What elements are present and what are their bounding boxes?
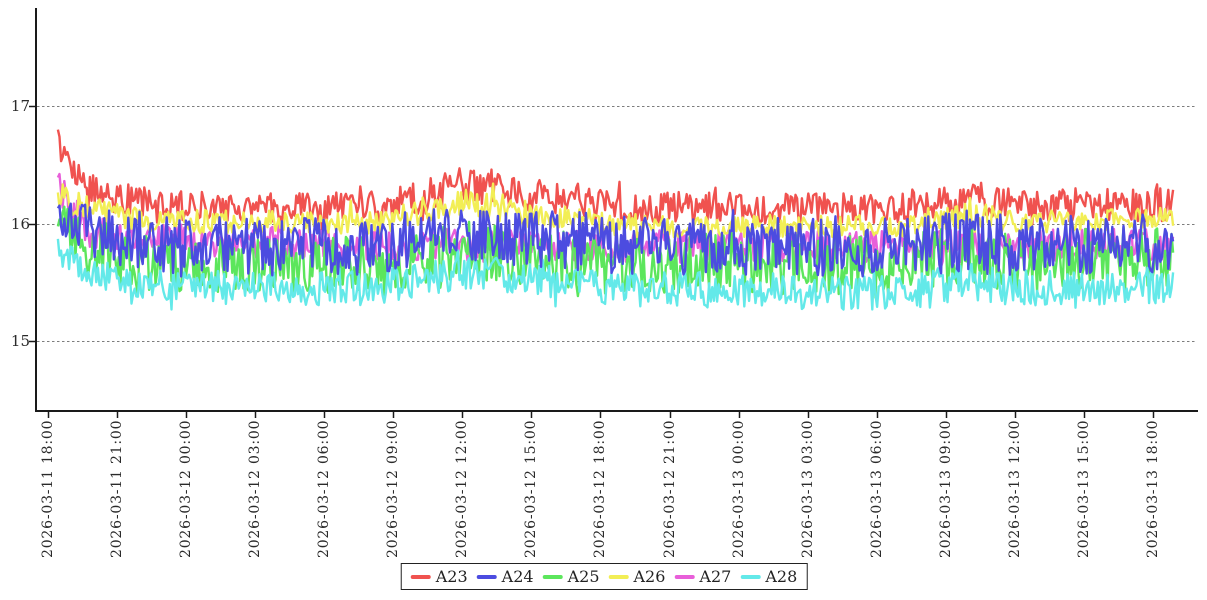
x-tick-label: 2026-03-13 06:00 (869, 419, 885, 558)
x-tick-label: 2026-03-12 00:00 (178, 419, 194, 558)
legend-label-a28: A28 (765, 567, 798, 586)
x-tick-label: 2026-03-11 21:00 (109, 419, 125, 558)
legend-swatch-a25 (542, 574, 563, 579)
x-tick-label: 2026-03-12 15:00 (523, 419, 539, 558)
x-tick-label: 2026-03-13 03:00 (800, 419, 816, 558)
x-tick-label: 2026-03-12 12:00 (454, 419, 470, 558)
x-tick-label: 2026-03-12 18:00 (592, 419, 608, 558)
x-tick-label: 2026-03-12 09:00 (385, 419, 401, 558)
legend-item-a23: A23 (410, 567, 468, 586)
legend-swatch-a24 (476, 574, 497, 579)
x-tick-label: 2026-03-12 06:00 (316, 419, 332, 558)
y-tick-label: 16 (10, 215, 30, 233)
legend-item-a25: A25 (542, 567, 600, 586)
x-tick-label: 2026-03-12 03:00 (247, 419, 263, 558)
legend-label-a27: A27 (699, 567, 732, 586)
legend-label-a23: A23 (435, 567, 468, 586)
x-tick-label: 2026-03-13 09:00 (938, 419, 954, 558)
y-tick-label: 15 (10, 332, 30, 350)
legend-item-a28: A28 (740, 567, 797, 586)
legend-item-a26: A26 (608, 567, 666, 586)
y-tick-label: 17 (10, 97, 30, 115)
x-tick-label: 2026-03-13 12:00 (1007, 419, 1023, 558)
legend-label-a26: A26 (633, 567, 666, 586)
legend-label-a25: A25 (567, 567, 600, 586)
legend-label-a24: A24 (501, 567, 534, 586)
x-tick-label: 2026-03-13 15:00 (1076, 419, 1092, 558)
legend-swatch-a27 (674, 574, 695, 579)
x-tick-label: 2026-03-13 18:00 (1145, 419, 1161, 558)
legend-swatch-a23 (410, 574, 431, 579)
x-tick-label: 2026-03-11 18:00 (40, 419, 56, 558)
x-tick-label: 2026-03-12 21:00 (662, 419, 678, 558)
legend-swatch-a26 (608, 574, 629, 579)
legend-swatch-a28 (740, 574, 761, 579)
legend: A23 A24 A25 A26 A27 A28 (400, 563, 808, 590)
x-tick-label: 2026-03-13 00:00 (731, 419, 747, 558)
legend-item-a27: A27 (674, 567, 731, 586)
legend-item-a24: A24 (476, 567, 534, 586)
